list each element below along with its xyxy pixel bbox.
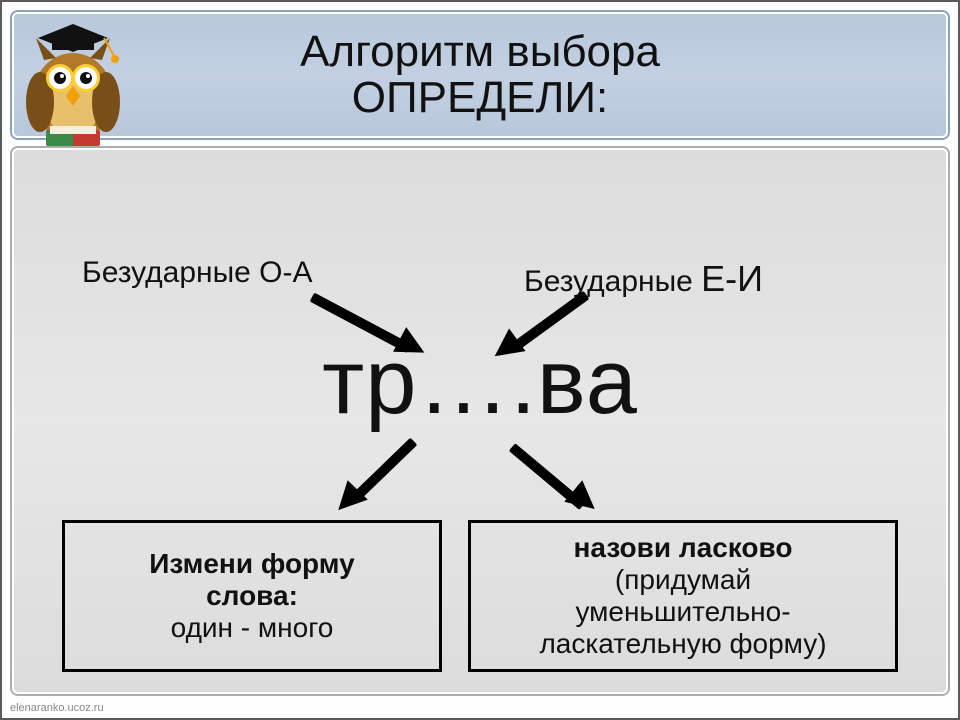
label-ei-suffix: Е-И xyxy=(701,258,763,299)
box-change-form: Измени форму слова: один - много xyxy=(62,520,442,672)
label-ei-prefix: Безударные xyxy=(524,265,701,298)
label-unstressed-oa: Безударные О-А xyxy=(82,256,313,290)
slide: Алгоритм выбора ОПРЕДЕЛИ: xyxy=(0,0,960,720)
box-left-line2: слова: xyxy=(77,580,427,612)
box-left-line3: один - много xyxy=(77,612,427,644)
box-right-line4: ласкательную форму) xyxy=(483,628,883,660)
credit-text: elenaranko.ucoz.ru xyxy=(10,702,104,714)
box-left-line1: Измени форму xyxy=(77,548,427,580)
header-panel: Алгоритм выбора ОПРЕДЕЛИ: xyxy=(12,12,948,138)
box-right-line3: уменьшительно- xyxy=(483,596,883,628)
center-word: тр….ва xyxy=(2,330,958,435)
owl-icon xyxy=(8,12,138,152)
title-line-2: ОПРЕДЕЛИ: xyxy=(14,75,946,121)
title-line-1: Алгоритм выбора xyxy=(14,29,946,75)
box-right-line1: назови ласково xyxy=(483,532,883,564)
box-diminutive: назови ласково (придумай уменьшительно- … xyxy=(468,520,898,672)
label-unstressed-ei: Безударные Е-И xyxy=(524,258,763,300)
box-right-line2: (придумай xyxy=(483,564,883,596)
